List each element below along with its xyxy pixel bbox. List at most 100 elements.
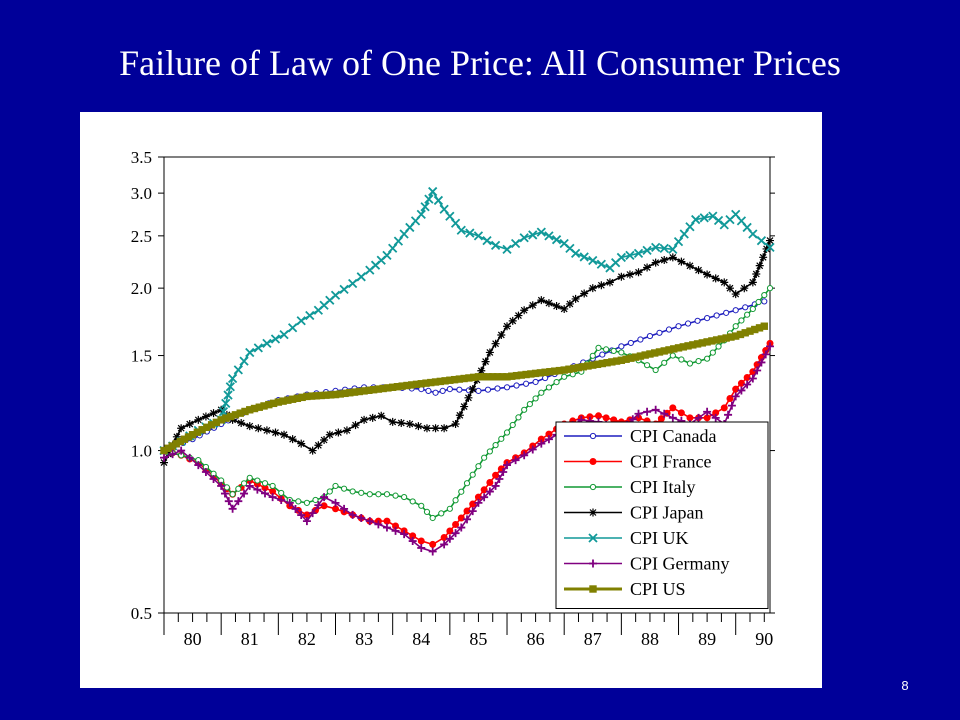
cpi-germany-point bbox=[224, 497, 233, 506]
cpi-canada-point bbox=[713, 312, 720, 319]
cpi-japan-point bbox=[334, 428, 343, 437]
cpi-canada-point bbox=[599, 351, 606, 358]
cpi-italy-point bbox=[423, 508, 431, 515]
legend-label-cpi-uk: CPI UK bbox=[630, 528, 689, 548]
cpi-italy-point bbox=[761, 291, 768, 299]
cpi-germany-point bbox=[463, 515, 471, 524]
cpi-france-point bbox=[669, 404, 677, 412]
cpi-uk-point bbox=[668, 244, 678, 254]
legend-label-cpi-france: CPI France bbox=[630, 452, 711, 472]
cpi-uk-point bbox=[428, 186, 438, 197]
legend-box bbox=[555, 421, 769, 609]
x-tick-label: 88 bbox=[641, 629, 659, 649]
cpi-germany-point bbox=[743, 380, 752, 389]
x-tick-label: 80 bbox=[184, 629, 202, 649]
cpi-italy-point bbox=[503, 429, 511, 436]
cpi-canada-point bbox=[513, 382, 520, 389]
cpi-uk-point bbox=[659, 243, 669, 254]
cpi-germany-point bbox=[457, 523, 466, 532]
cpi-japan-point bbox=[720, 278, 729, 287]
cpi-japan-point bbox=[520, 306, 529, 315]
cpi-japan-point bbox=[491, 339, 500, 348]
cpi-germany-point bbox=[297, 511, 306, 520]
cpi-uk-point bbox=[450, 218, 461, 228]
cpi-italy-point bbox=[235, 485, 242, 492]
legend-cpi-japan-point bbox=[589, 508, 597, 517]
cpi-italy-point bbox=[715, 343, 722, 350]
x-tick-label: 81 bbox=[241, 629, 259, 649]
cpi-canada-point bbox=[425, 387, 432, 395]
cpi-italy-point bbox=[358, 489, 365, 496]
cpi-japan-point bbox=[651, 258, 660, 267]
cpi-italy-point bbox=[278, 489, 285, 497]
cpi-germany-point bbox=[445, 534, 454, 543]
cpi-germany-point bbox=[348, 510, 357, 519]
cpi-japan-point bbox=[766, 236, 774, 245]
chart-axes: 0.5 1.0 1.5 2.0 2.5 3.0 3.5 80 81 82 83 84 85 86 87 88 8… bbox=[131, 148, 775, 649]
cpi-uk-point bbox=[699, 213, 709, 223]
cpi-uk-point bbox=[416, 209, 426, 220]
cpi-japan-point bbox=[694, 266, 703, 275]
legend-cpi-us-point bbox=[589, 585, 597, 593]
cpi-canada-point bbox=[732, 307, 739, 314]
cpi-germany-point bbox=[261, 489, 269, 498]
cpi-germany-point bbox=[511, 456, 520, 465]
cpi-germany-point bbox=[357, 514, 366, 523]
cpi-italy-point bbox=[515, 414, 522, 421]
cpi-italy-point bbox=[561, 373, 568, 380]
legend-label-cpi-canada: CPI Canada bbox=[630, 426, 716, 446]
x-tick-label: 83 bbox=[355, 629, 373, 649]
cpi-italy-point bbox=[766, 285, 774, 292]
cpi-germany-point bbox=[468, 507, 477, 516]
cpi-germany-point bbox=[340, 504, 349, 513]
cpi-japan-point bbox=[351, 421, 360, 430]
cpi-japan-point bbox=[643, 263, 652, 272]
cpi-france-point bbox=[383, 517, 391, 525]
cpi-germany-point bbox=[731, 392, 740, 401]
cpi-germany-point bbox=[757, 358, 766, 367]
cpi-uk-point bbox=[536, 227, 546, 237]
cpi-italy-point bbox=[686, 360, 694, 367]
cpi-italy-point bbox=[661, 359, 668, 366]
cpi-canada-point bbox=[646, 332, 654, 340]
cpi-uk-point bbox=[339, 284, 349, 295]
cpi-japan-point bbox=[320, 436, 329, 444]
cpi-germany-point bbox=[668, 413, 677, 422]
y-tick-label: 3.5 bbox=[131, 148, 152, 167]
cpi-germany-point bbox=[634, 409, 643, 418]
cpi-germany-point bbox=[391, 526, 400, 535]
cpi-japan-point bbox=[237, 418, 246, 427]
cpi-italy-point bbox=[526, 401, 533, 408]
cpi-japan-point bbox=[172, 432, 181, 441]
cpi-germany-point bbox=[703, 407, 712, 416]
chart-panel: 0.5 1.0 1.5 2.0 2.5 3.0 3.5 80 81 82 83 84 85 86 87 88 8… bbox=[80, 112, 822, 688]
legend-label-cpi-us: CPI US bbox=[630, 579, 686, 599]
cpi-italy-point bbox=[538, 389, 545, 396]
cpi-japan-point bbox=[580, 289, 589, 298]
cpi-canada-point bbox=[656, 329, 663, 336]
cpi-germany-point bbox=[520, 451, 529, 460]
cpi-italy-point bbox=[295, 498, 302, 505]
cpi-italy-point bbox=[610, 347, 617, 355]
cpi-uk-point bbox=[296, 316, 306, 326]
cpi-germany-point bbox=[201, 468, 210, 477]
cpi-italy-point bbox=[595, 344, 602, 351]
cpi-uk-point bbox=[633, 248, 644, 258]
cpi-italy-point bbox=[553, 379, 560, 386]
cpi-italy-point bbox=[452, 497, 459, 504]
cpi-germany-point bbox=[544, 435, 553, 444]
cpi-germany-point bbox=[185, 453, 194, 462]
x-tick-label: 82 bbox=[298, 629, 316, 649]
cpi-japan-point bbox=[508, 316, 517, 325]
cpi-uk-point bbox=[551, 235, 562, 245]
cpi-uk-point bbox=[245, 347, 255, 358]
cpi-france-point bbox=[677, 409, 685, 417]
cpi-japan-point bbox=[377, 411, 386, 420]
cpi-germany-point bbox=[727, 401, 736, 410]
legend-cpi-canada-point bbox=[589, 432, 597, 440]
cpi-germany-point bbox=[417, 543, 426, 552]
cpi-germany-point bbox=[499, 468, 508, 477]
cpi-japan-point bbox=[725, 284, 734, 293]
cpi-italy-point bbox=[401, 493, 408, 501]
cpi-uk-point bbox=[765, 242, 775, 253]
